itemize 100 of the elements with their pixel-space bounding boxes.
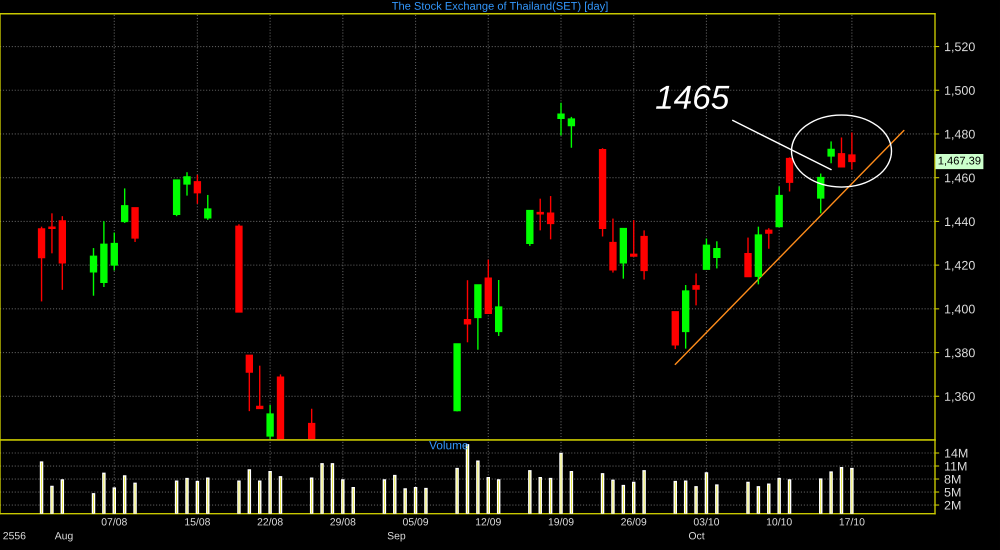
candlestick	[90, 247, 98, 296]
y-tick-label: 1,520	[944, 42, 975, 53]
bar	[611, 480, 615, 514]
bar	[704, 472, 708, 514]
candlestick	[848, 132, 856, 170]
text: 2556	[3, 532, 26, 540]
candlestick	[308, 408, 316, 440]
y-tick-label: 8M	[944, 474, 960, 484]
bar	[538, 477, 542, 514]
bar	[196, 480, 200, 514]
x-tick-label: 12/09	[476, 518, 501, 526]
y-tick-label: 1,420	[944, 260, 975, 272]
x-tick-label: 10/10	[766, 518, 792, 526]
candlestick	[744, 236, 752, 278]
bar	[258, 480, 262, 514]
candlestick	[786, 156, 794, 192]
bar	[414, 486, 418, 514]
x-tick-label: 07/08	[102, 518, 127, 526]
bar	[622, 484, 626, 514]
x-tick-label: 03/10	[694, 518, 720, 526]
candlestick	[765, 227, 772, 250]
bar	[341, 479, 345, 514]
bar	[756, 486, 760, 514]
bar	[310, 477, 314, 514]
candlestick	[256, 364, 264, 410]
bar	[102, 472, 106, 514]
bar	[632, 482, 636, 514]
candlestick	[838, 136, 846, 168]
bar	[122, 475, 126, 514]
bar	[248, 469, 252, 514]
text: Oct	[688, 532, 705, 540]
bar	[767, 484, 771, 514]
bar	[320, 463, 324, 514]
bar	[393, 474, 397, 514]
candlestick	[110, 232, 118, 272]
bar	[455, 468, 459, 514]
candlestick	[817, 172, 824, 214]
bar	[476, 460, 480, 514]
text: 1,467.39	[938, 156, 980, 166]
bar	[382, 479, 386, 514]
chart-title: Volume	[429, 440, 468, 450]
bar	[642, 470, 646, 514]
y-tick-label: 2M	[944, 500, 960, 510]
x-tick-label: 26/09	[621, 518, 646, 526]
x-tick-label: 22/08	[258, 518, 283, 526]
y-tick-label: 5M	[944, 488, 960, 497]
y-tick-label: 11M	[944, 462, 966, 471]
bar	[850, 468, 854, 514]
bar	[715, 484, 719, 514]
candlestick	[204, 194, 212, 221]
bar	[694, 486, 698, 514]
candlestick	[194, 174, 202, 204]
x-tick-label: 29/08	[330, 518, 356, 526]
y-tick-label: 1,460	[944, 173, 975, 184]
text: Sep	[388, 532, 406, 542]
bar	[174, 480, 178, 514]
candlestick	[48, 212, 56, 254]
candlestick	[536, 198, 544, 232]
bar	[268, 470, 272, 514]
y-tick-label: 1,480	[944, 130, 975, 140]
candlestick	[464, 280, 472, 343]
bar	[600, 473, 604, 514]
candlestick	[183, 172, 191, 196]
bar	[684, 480, 688, 514]
chart-title: The Stock Exchange of Thailand(SET) [day]	[392, 2, 608, 12]
bar	[237, 480, 241, 514]
x-tick-label: 19/09	[548, 518, 574, 526]
candlestick	[246, 354, 254, 412]
annotation: 1465	[656, 86, 730, 110]
bar	[403, 488, 407, 514]
y-tick-label: 1,440	[944, 217, 975, 228]
bar	[60, 479, 64, 514]
bar	[777, 478, 781, 514]
x-tick-label: 15/08	[185, 518, 210, 526]
x-tick-label: 05/09	[402, 518, 428, 526]
candlestick	[546, 195, 554, 240]
bar	[206, 477, 210, 514]
bar	[818, 478, 822, 514]
bar	[570, 470, 574, 514]
candlestick	[557, 102, 565, 136]
bar	[424, 488, 428, 514]
y-tick-label: 1,360	[944, 392, 975, 402]
y-tick-label: 1,400	[944, 304, 975, 315]
candlestick	[827, 140, 835, 164]
y-tick-label: 1,380	[944, 348, 975, 359]
candlestick	[630, 219, 638, 257]
bar	[50, 486, 54, 514]
bar	[351, 486, 355, 514]
bar	[40, 461, 44, 514]
candlestick	[713, 240, 721, 270]
y-tick-label: 14M	[944, 448, 968, 458]
x-tick-label: 17/10	[840, 518, 865, 526]
bar	[528, 470, 532, 514]
bar	[133, 482, 137, 514]
bar	[788, 479, 792, 514]
candlestick	[120, 188, 128, 224]
text: Aug	[54, 532, 73, 542]
bar	[330, 463, 334, 514]
bar	[674, 480, 678, 514]
bar	[496, 479, 500, 514]
